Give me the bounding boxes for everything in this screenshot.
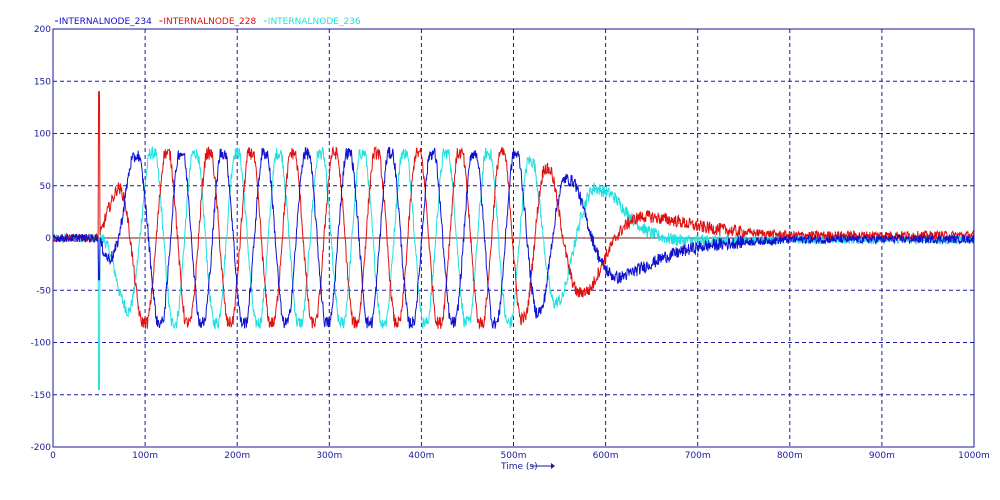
y-tick-label: 50 bbox=[40, 182, 52, 192]
x-tick-label: 500m bbox=[501, 451, 527, 461]
x-axis-arrowhead bbox=[551, 463, 555, 469]
legend: INTERNALNODE_234 INTERNALNODE_228 INTERNAL… bbox=[55, 17, 361, 27]
x-tick-label: 1000m bbox=[958, 451, 990, 461]
x-tick-label: 100m bbox=[132, 451, 158, 461]
tick-labels: 0 100m 200m 300m 400m 500m 600m 700m 800m 900m 100… bbox=[31, 25, 990, 461]
y-tick-label: -100 bbox=[31, 339, 52, 349]
y-tick-label: 100 bbox=[34, 130, 51, 140]
y-tick-label: 200 bbox=[34, 25, 51, 35]
legend-entry: INTERNALNODE_236 bbox=[268, 17, 361, 27]
series-line-internalnode_236 bbox=[52, 146, 975, 390]
series-line-internalnode_228 bbox=[52, 91, 975, 330]
x-tick-label: 700m bbox=[685, 451, 711, 461]
y-tick-label: 150 bbox=[34, 77, 51, 87]
x-tick-label: 0 bbox=[50, 451, 56, 461]
x-axis-label-group: Time (s) bbox=[500, 462, 555, 472]
series-layer bbox=[52, 91, 975, 390]
x-tick-label: 600m bbox=[593, 451, 619, 461]
x-tick-label: 900m bbox=[869, 451, 895, 461]
y-tick-label: -50 bbox=[36, 286, 51, 296]
series-line-internalnode_234 bbox=[52, 147, 975, 329]
legend-entry: INTERNALNODE_234 bbox=[59, 17, 152, 27]
legend-entry: INTERNALNODE_228 bbox=[163, 17, 256, 27]
x-tick-label: 300m bbox=[316, 451, 342, 461]
y-tick-label: 0 bbox=[45, 234, 51, 244]
x-axis-label: Time (s) bbox=[500, 462, 538, 472]
x-tick-label: 800m bbox=[777, 451, 803, 461]
y-tick-label: -150 bbox=[31, 391, 52, 401]
x-tick-label: 400m bbox=[408, 451, 434, 461]
y-tick-label: -200 bbox=[31, 443, 52, 453]
x-tick-label: 200m bbox=[224, 451, 250, 461]
